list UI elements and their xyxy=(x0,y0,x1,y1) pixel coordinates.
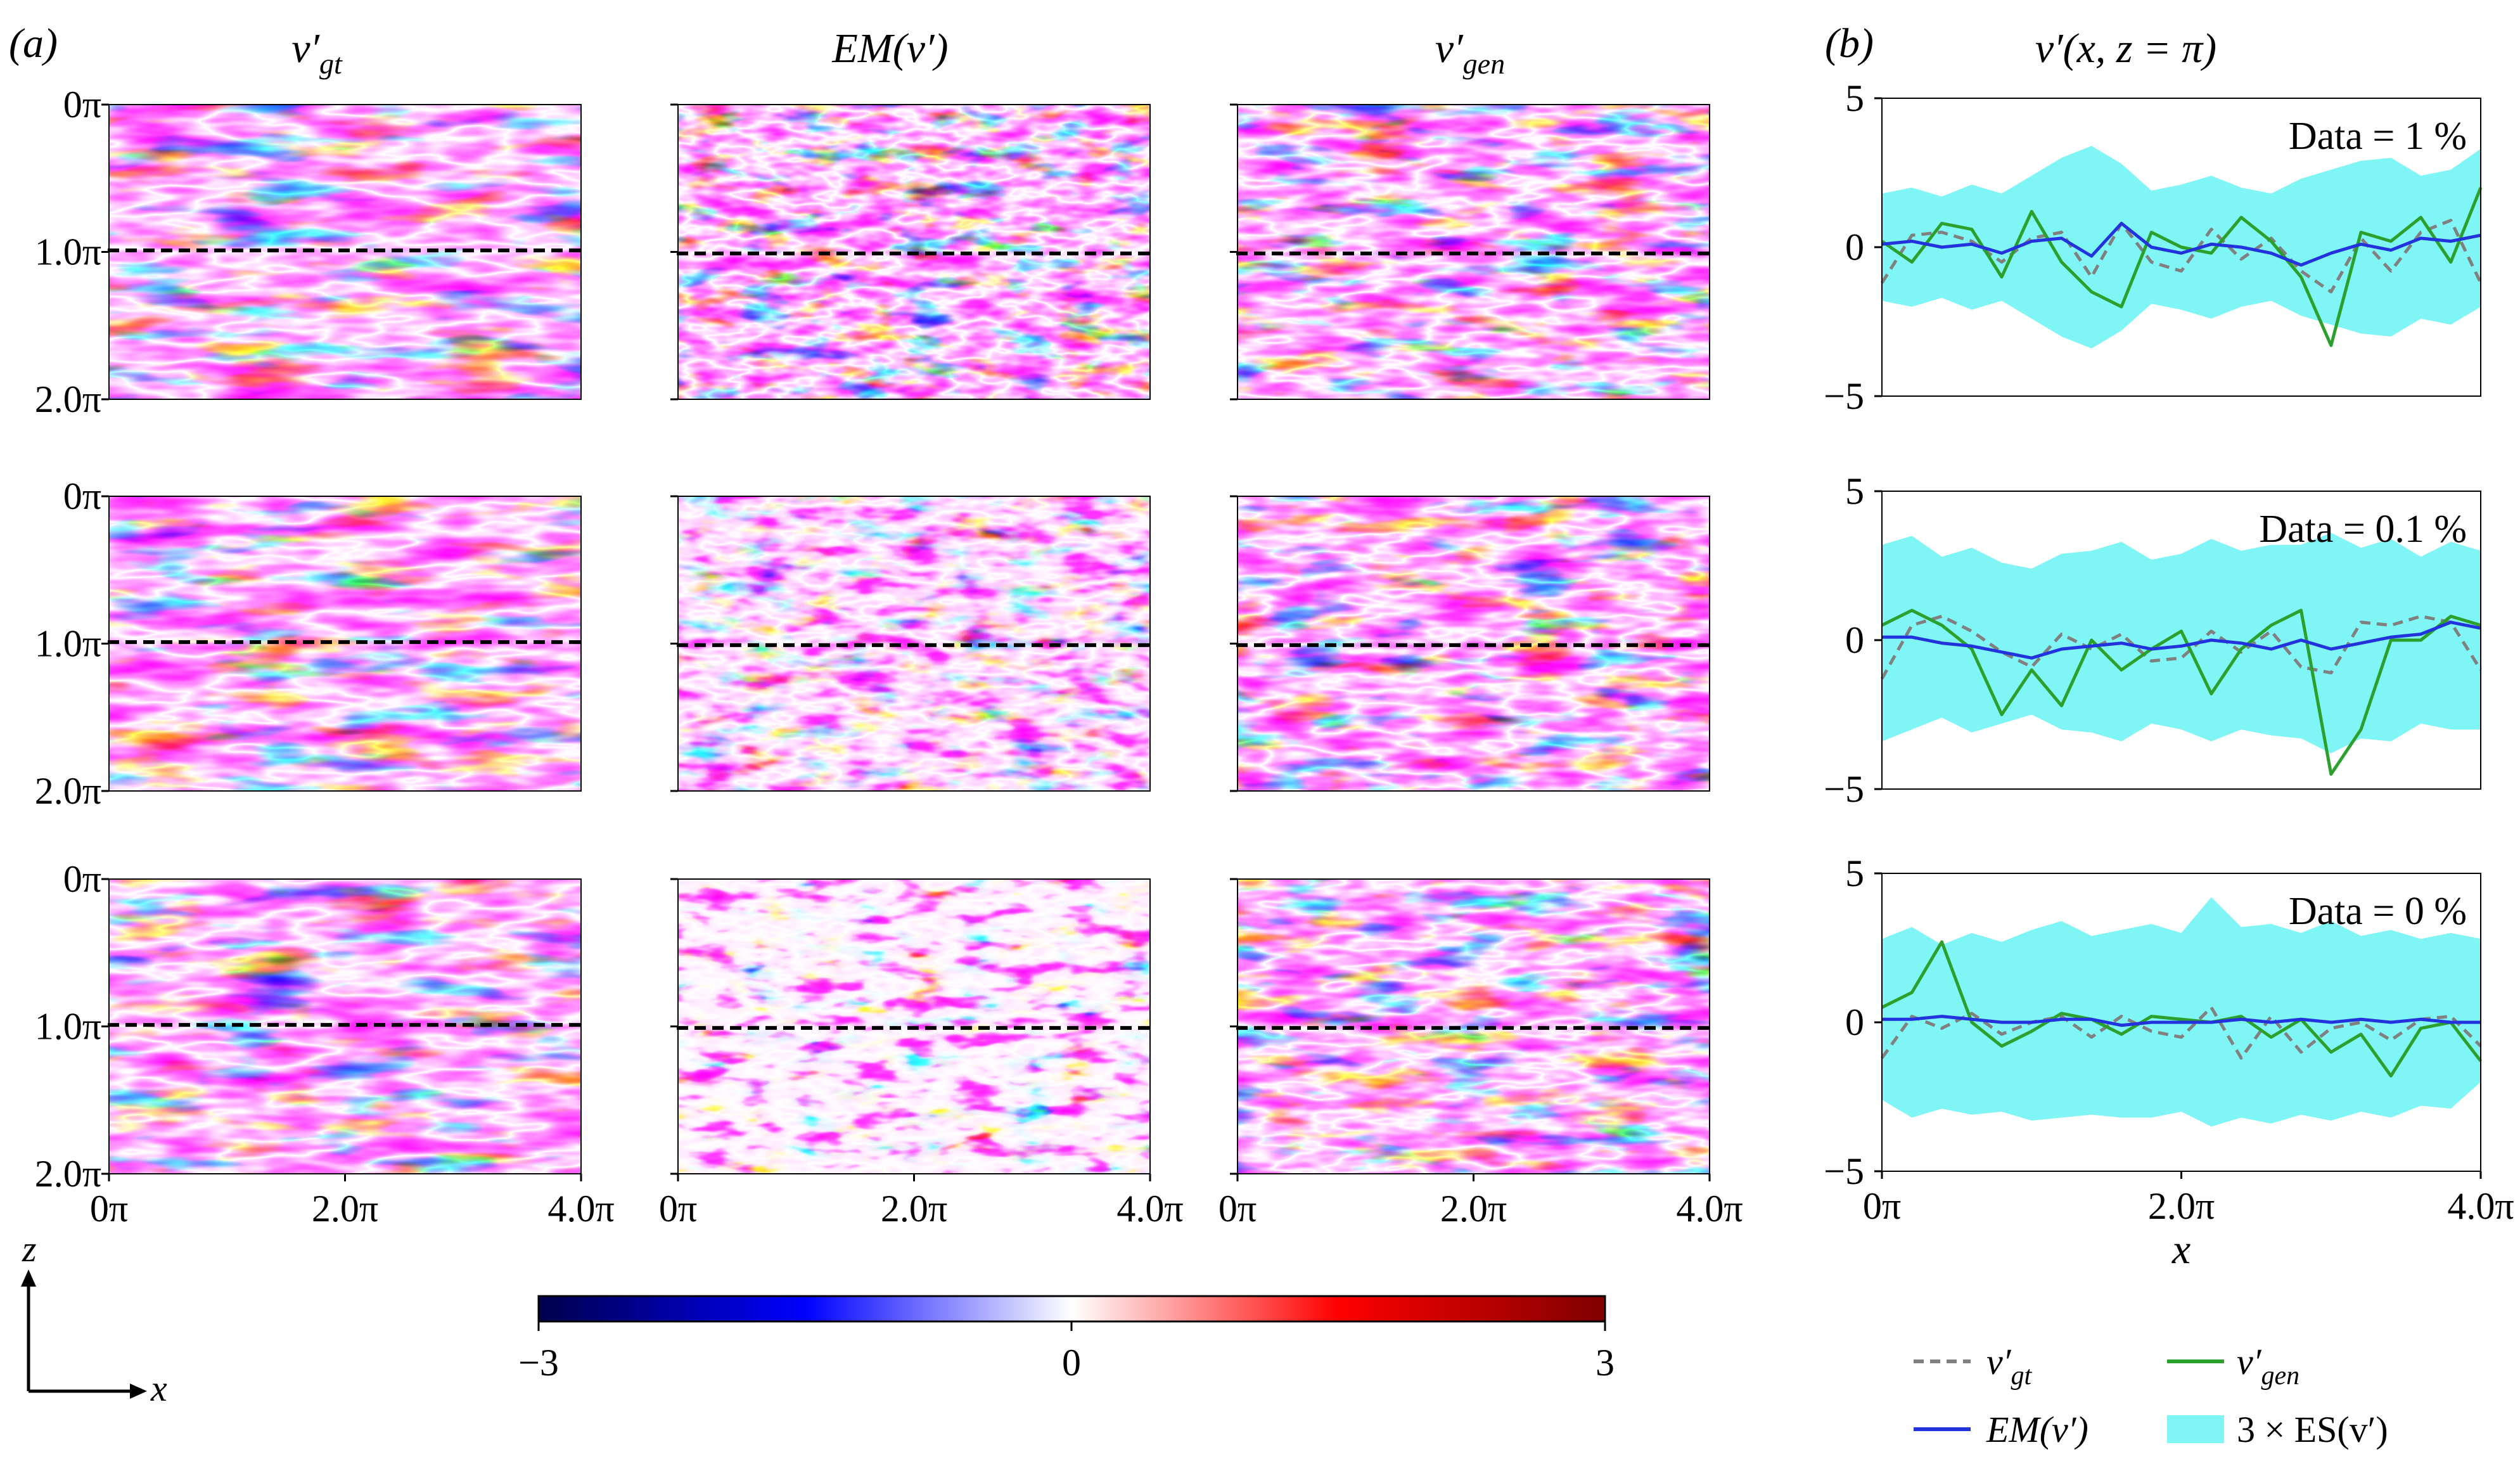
series-em-line xyxy=(1882,620,2481,660)
legend-gt-label: v′gt xyxy=(1986,1341,2032,1391)
z-tick-label: 1.0π xyxy=(35,231,101,273)
colorbar-max-label: 3 xyxy=(1596,1342,1615,1384)
z-tick-label: 2.0π xyxy=(35,378,101,420)
series-gt-line xyxy=(1880,219,2483,293)
series-em-line xyxy=(1882,1015,2481,1027)
y-tick-label: −5 xyxy=(1824,1150,1864,1192)
z-tick-label: 2.0π xyxy=(35,1153,101,1195)
axes-indicator-x: x xyxy=(150,1368,167,1409)
y-tick-label: −5 xyxy=(1824,768,1864,810)
y-tick-label: −5 xyxy=(1824,375,1864,417)
field-panel-em-row2 xyxy=(670,495,1151,792)
series-em-line xyxy=(1881,221,2481,267)
x-tick-label: 0π xyxy=(1218,1188,1257,1230)
x-tick-label: 0π xyxy=(90,1188,128,1230)
line-plot-row3: 5 0 −5 Data = 0 % 0π 2.0π 4.0π x xyxy=(1824,852,2514,1273)
x-tick-label: 4.0π xyxy=(547,1188,614,1230)
y-tick-label: 0 xyxy=(1845,1001,1864,1043)
es-band xyxy=(1882,532,2481,754)
colorbar-mid-label: 0 xyxy=(1062,1342,1081,1384)
series-gen-line xyxy=(1881,187,2483,347)
line-plot-row1: 5 0 −5 Data = 1 % xyxy=(1824,77,2483,417)
legend-gen-label: v′gen xyxy=(2237,1341,2299,1391)
x-tick-label: 2.0π xyxy=(1440,1188,1507,1230)
series-gen-line xyxy=(1881,608,2481,776)
panel-label-a: (a) xyxy=(9,20,58,67)
data-percent-label: Data = 0 % xyxy=(2289,890,2467,933)
data-percent-label: Data = 0.1 % xyxy=(2259,508,2467,551)
x-axis-label: x xyxy=(2171,1226,2191,1273)
x-tick-label: 2.0π xyxy=(312,1188,378,1230)
z-tick-label: 2.0π xyxy=(35,770,101,812)
z-tick-label: 0π xyxy=(63,475,101,517)
legend-es-swatch xyxy=(2167,1415,2224,1443)
x-tick-label: 4.0π xyxy=(1676,1188,1743,1230)
field-panel-gen-row3: 0π 2.0π 4.0π xyxy=(1218,878,1743,1230)
field-panel-em-row3: 0π 2.0π 4.0π xyxy=(659,878,1184,1230)
line-plots: 5 0 −5 Data = 1 % 5 0 −5 Data = 0.1 % 5 0 −5 Data =… xyxy=(1824,77,2514,1273)
title-v-gen: v′gen xyxy=(1435,25,1505,80)
title-v-gt: v′gt xyxy=(291,25,343,80)
series-gt-line xyxy=(1880,1006,2482,1060)
field-panel-gt-row2 xyxy=(101,495,582,792)
title-em: EM(v′) xyxy=(832,25,949,72)
axes-indicator: z x xyxy=(21,1228,167,1409)
line-plot-row2: 5 0 −5 Data = 0.1 % xyxy=(1824,470,2483,810)
x-tick-label: 4.0π xyxy=(1116,1188,1183,1230)
y-tick-label: 0 xyxy=(1845,226,1864,268)
es-band xyxy=(1882,897,2481,1127)
y-tick-label: 5 xyxy=(1845,77,1864,119)
z-tick-label: 0π xyxy=(63,84,101,125)
series-gen-line xyxy=(1881,940,2482,1078)
z-tick-label: 1.0π xyxy=(35,1006,101,1048)
panel-label-b: (b) xyxy=(1825,20,1874,67)
data-percent-label: Data = 1 % xyxy=(2289,115,2467,158)
z-tick-label: 0π xyxy=(63,858,101,900)
y-tick-label: 5 xyxy=(1845,852,1864,894)
field-panel-em-row1 xyxy=(670,103,1151,401)
y-tick-label: 5 xyxy=(1845,470,1864,512)
x-tick-label: 0π xyxy=(1863,1185,1901,1227)
colorbar-min-label: −3 xyxy=(518,1342,559,1384)
x-tick-label: 0π xyxy=(659,1188,697,1230)
field-panel-gen-row1 xyxy=(1230,103,1710,401)
z-tick-label: 1.0π xyxy=(35,623,101,665)
legend-em-label: EM(v′) xyxy=(1986,1409,2088,1450)
field-panel-gt-row3: 0π 2.0π 4.0π xyxy=(90,878,615,1230)
colorbar-gradient xyxy=(537,1295,1606,1323)
legend-es-label: 3 × ES(v′) xyxy=(2237,1409,2388,1450)
title-line-plot: v′(x, z = π) xyxy=(2035,25,2216,72)
field-panel-gt-row1 xyxy=(101,103,582,401)
x-tick-label: 2.0π xyxy=(881,1188,947,1230)
axes-indicator-z: z xyxy=(22,1228,37,1269)
y-tick-label: 0 xyxy=(1845,619,1864,661)
x-tick-label: 4.0π xyxy=(2447,1185,2514,1227)
legend: v′gt v′gen EM(v′) 3 × ES(v′) xyxy=(1914,1341,2388,1450)
series-gt-line xyxy=(1880,614,2483,680)
colorbar: −3 0 3 xyxy=(518,1295,1615,1384)
x-tick-label: 2.0π xyxy=(2148,1185,2215,1227)
field-panel-gen-row2 xyxy=(1230,495,1710,792)
